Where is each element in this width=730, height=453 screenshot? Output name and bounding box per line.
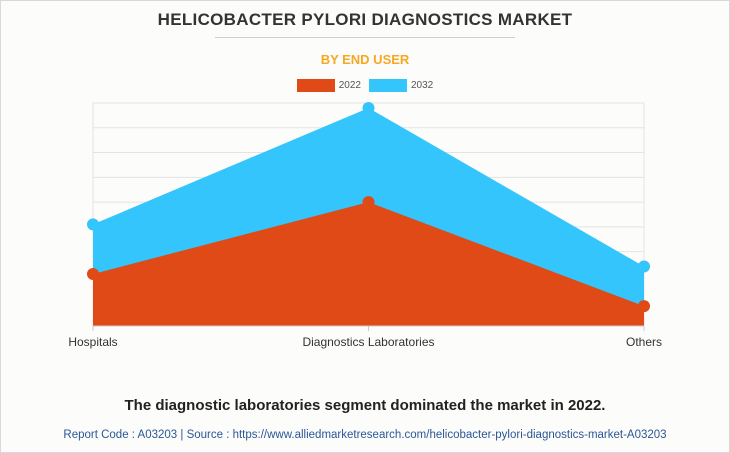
x-tick-label: Hospitals: [68, 335, 117, 349]
chart-subtitle: BY END USER: [320, 52, 410, 67]
legend: 2022 2032: [0, 79, 730, 92]
chart-title: HELICOBACTER PYLORI DIAGNOSTICS MARKET: [157, 10, 573, 29]
point-2022-1[interactable]: [362, 196, 375, 209]
title-divider: [215, 37, 515, 38]
legend-item-2022[interactable]: 2022: [296, 79, 361, 92]
legend-swatch-2032: [369, 79, 407, 92]
conclusion-text: The diagnostic laboratories segment domi…: [124, 397, 606, 414]
point-2032-0[interactable]: [87, 218, 99, 231]
x-tick-label: Diagnostics Laboratories: [302, 335, 434, 349]
legend-item-2032[interactable]: 2032: [369, 79, 433, 92]
x-tick-label: Others: [626, 335, 662, 349]
area-2022: [93, 202, 644, 326]
series-areas: [87, 101, 650, 326]
source-link[interactable]: Report Code : A03203 | Source : https://…: [63, 429, 667, 441]
point-2032-1[interactable]: [362, 101, 375, 114]
x-axis: Hospitals Diagnostics Laboratories Others: [68, 325, 662, 349]
legend-label-2032: 2032: [411, 80, 434, 91]
legend-swatch-2022: [296, 79, 335, 92]
legend-label-2022: 2022: [338, 80, 361, 91]
point-2022-0[interactable]: [87, 267, 99, 280]
point-2022-2[interactable]: [638, 300, 650, 313]
point-2032-2[interactable]: [638, 260, 650, 273]
